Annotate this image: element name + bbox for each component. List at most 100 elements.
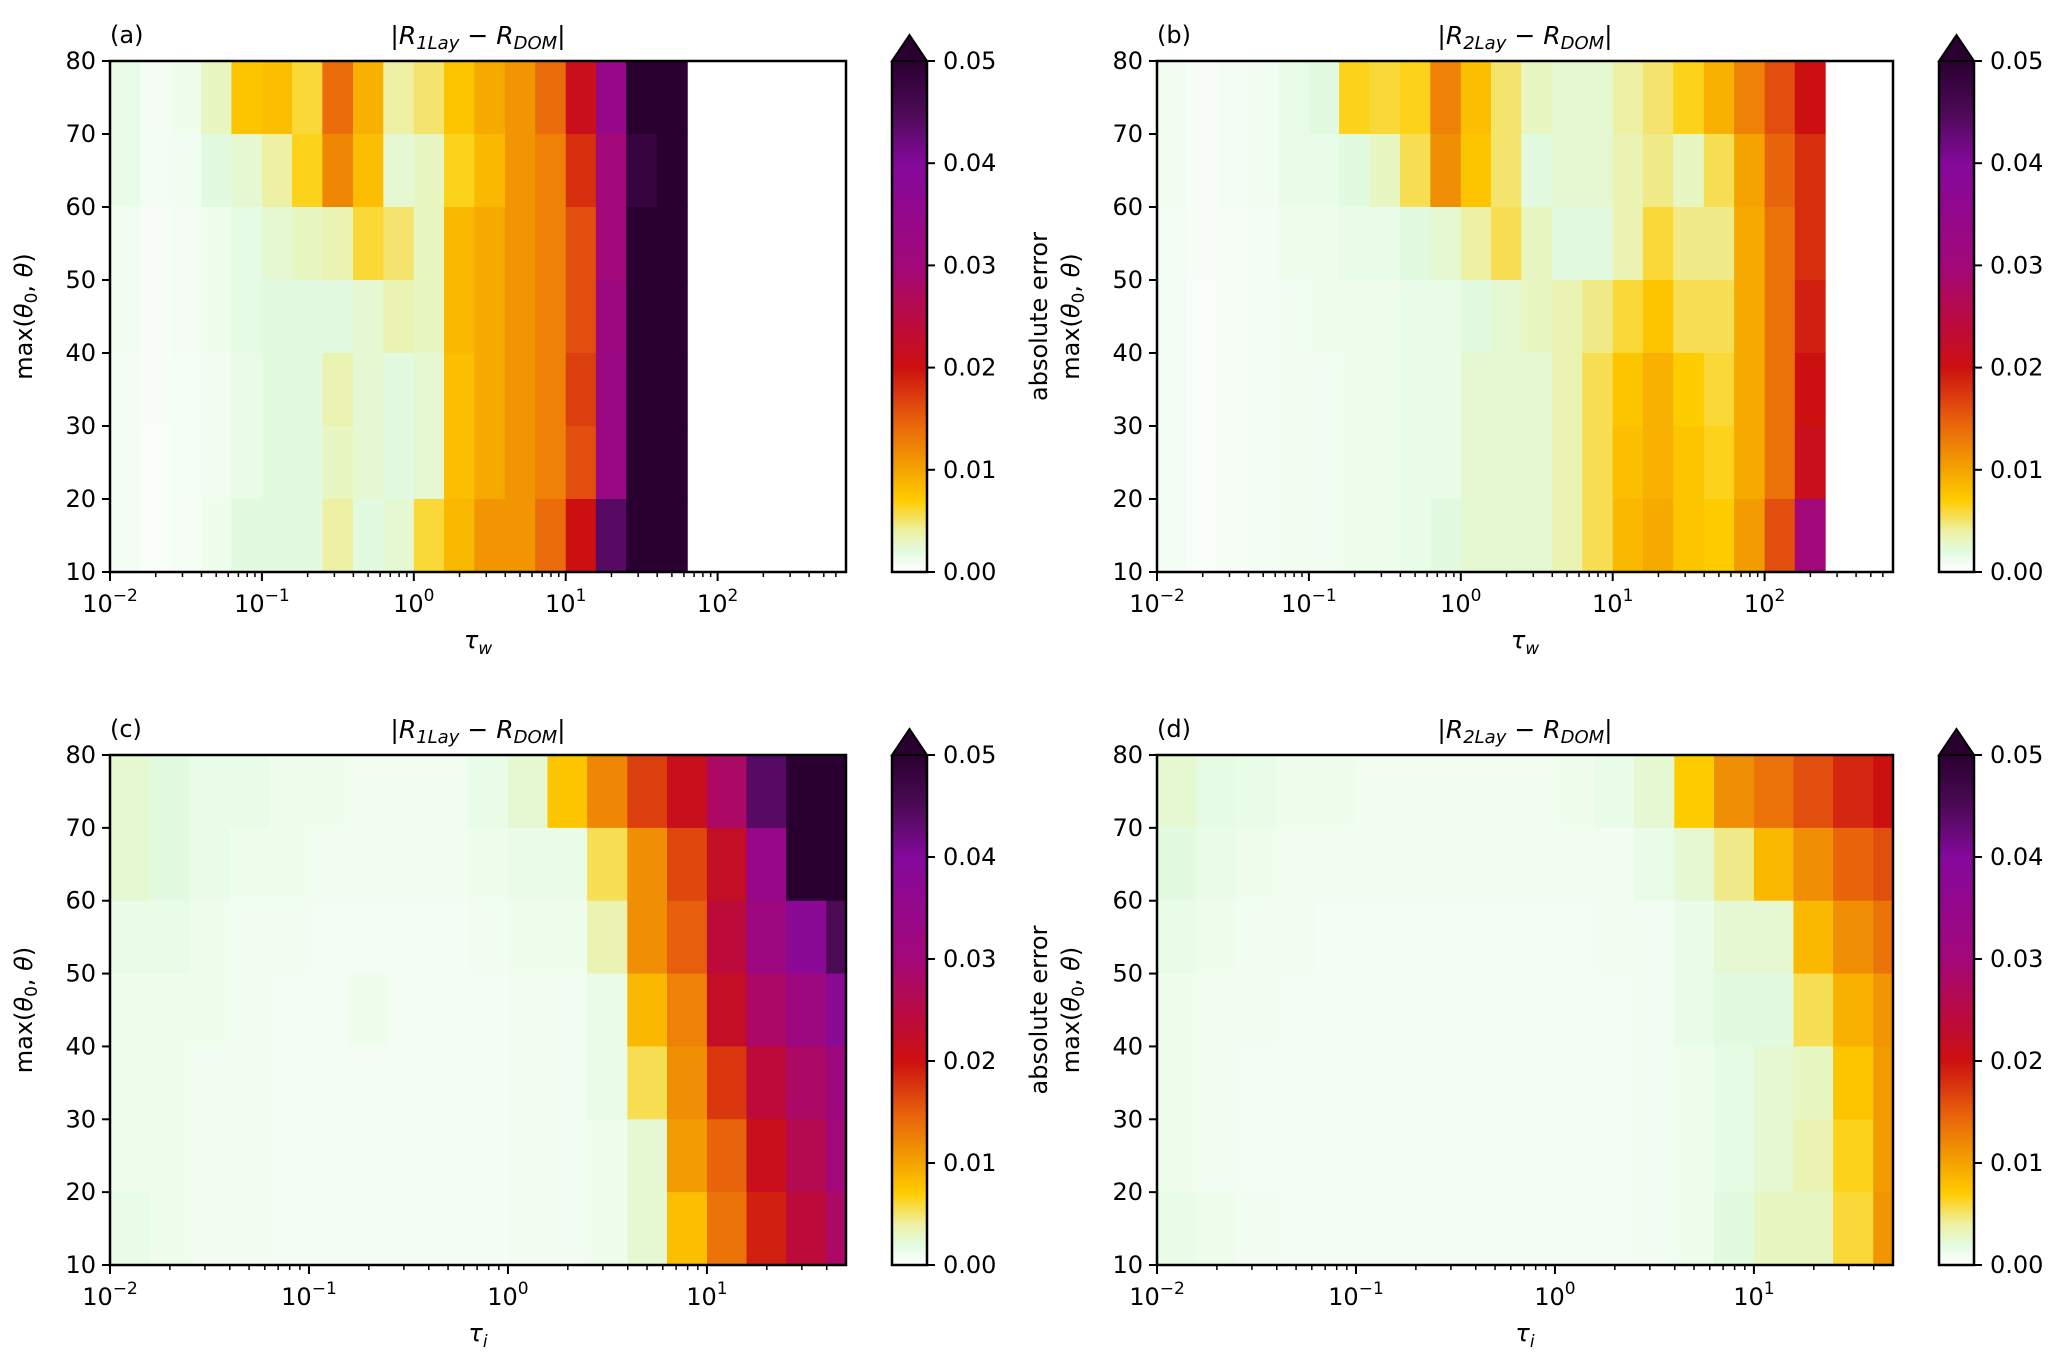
heatmap-cell <box>322 134 354 208</box>
heatmap-cell <box>826 827 847 902</box>
heatmap-cell <box>229 755 270 829</box>
heatmap-cell <box>1582 134 1614 208</box>
heatmap-cell <box>1157 134 1188 208</box>
heatmap-cell <box>1316 973 1357 1048</box>
heatmap-cell <box>1582 207 1614 281</box>
heatmap-cell <box>428 1119 469 1193</box>
heatmap-cell <box>110 755 151 829</box>
panel-title: |R1Lay − RDOM| <box>390 21 565 54</box>
heatmap-cell <box>428 755 469 829</box>
heatmap-cell <box>1703 61 1735 135</box>
heatmap-cell <box>1793 900 1834 975</box>
heatmap-cell <box>595 280 627 354</box>
heatmap-cell <box>149 755 190 829</box>
heatmap-cell <box>413 499 445 573</box>
heatmap-cell <box>1673 426 1705 500</box>
heatmap-cell <box>322 280 354 354</box>
x-axis-label: τw <box>1511 626 1539 659</box>
heatmap-cell <box>443 207 475 281</box>
heatmap-cell <box>353 426 384 500</box>
heatmap-cell <box>1793 755 1834 829</box>
heatmap-cell <box>1369 134 1401 208</box>
heatmap-cell <box>656 499 688 573</box>
heatmap-cell <box>1248 61 1280 135</box>
heatmap-cell <box>1634 827 1675 902</box>
heatmap-cell <box>1554 827 1596 902</box>
heatmap-cell <box>786 1119 827 1193</box>
heatmap-cell <box>1276 1119 1317 1193</box>
y-tick-label: 50 <box>1112 960 1143 988</box>
x-tick-exponent: −1 <box>265 586 290 606</box>
heatmap-cell <box>110 280 141 354</box>
heatmap-cell <box>308 1046 350 1120</box>
y-tick-label: 10 <box>65 558 96 586</box>
heatmap-cell <box>1521 134 1553 208</box>
heatmap-cell <box>1248 353 1280 427</box>
heatmap-cell <box>201 61 233 135</box>
heatmap-cell <box>1515 755 1556 829</box>
heatmap-cell <box>507 900 549 975</box>
heatmap-cell <box>547 900 588 975</box>
heatmap-cell <box>1793 1046 1834 1120</box>
x-tick-exponent: 1 <box>1623 586 1634 606</box>
heatmap-cell <box>1187 353 1219 427</box>
y-tick-label: 80 <box>65 47 96 75</box>
heatmap-cell <box>595 426 627 500</box>
colorbar-fill <box>892 755 927 1265</box>
heatmap-cell <box>826 1119 847 1193</box>
heatmap-cell <box>1554 755 1596 829</box>
heatmap-cell <box>1714 755 1755 829</box>
x-tick-base: 10 <box>1733 1283 1764 1311</box>
heatmap-cell <box>595 61 627 135</box>
heatmap-cell <box>1278 134 1310 208</box>
heatmap-cell <box>504 61 536 135</box>
heatmap-cell <box>1674 1192 1715 1266</box>
heatmap-cell <box>229 900 270 975</box>
heatmap-cell <box>1460 207 1492 281</box>
colorbar-tick-label: 0.02 <box>1990 1047 2043 1075</box>
x-tick-base: 10 <box>82 590 113 618</box>
colorbar-tick-label: 0.03 <box>1990 251 2043 279</box>
colorbar-tick-label: 0.03 <box>1990 945 2043 973</box>
heatmap-cell <box>1634 900 1675 975</box>
y-tick-label: 80 <box>1112 741 1143 769</box>
heatmap-cell <box>474 353 506 427</box>
heatmap-cell <box>1248 280 1280 354</box>
heatmap-cell <box>504 280 536 354</box>
heatmap-cell <box>292 426 323 500</box>
heatmap-cell <box>308 1119 350 1193</box>
heatmap-cell <box>535 280 567 354</box>
y-tick-label: 30 <box>65 412 96 440</box>
heatmap-cell <box>667 973 708 1048</box>
heatmap-cell <box>504 207 536 281</box>
heatmap-cell <box>1435 755 1476 829</box>
y-tick-label: 50 <box>65 960 96 988</box>
heatmap-cell <box>1369 207 1401 281</box>
heatmap-cell <box>1490 207 1522 281</box>
colorbar-frame <box>1937 61 1976 574</box>
heatmap-cell <box>1278 426 1310 500</box>
colorbar-fill <box>892 61 927 572</box>
heatmap-cell <box>1355 755 1397 829</box>
heatmap-cell <box>1157 353 1188 427</box>
heatmap-cell <box>656 280 688 354</box>
heatmap-cell <box>1674 1046 1715 1120</box>
heatmap-cell <box>1714 1119 1755 1193</box>
heatmap-cell <box>468 900 509 975</box>
heatmap-cell <box>565 280 597 354</box>
heatmap-cell <box>507 973 549 1048</box>
x-tick-label: 100 <box>393 586 434 618</box>
heatmap-cell <box>626 426 658 500</box>
heatmap-cell <box>292 207 323 281</box>
heatmap-cell <box>706 1046 748 1120</box>
heatmap-cell <box>149 900 190 975</box>
heatmap-cell <box>565 207 597 281</box>
heatmap-cell <box>504 353 536 427</box>
heatmap-cell <box>1430 353 1462 427</box>
heatmap-cell <box>1217 499 1249 573</box>
x-axis-label: τw <box>464 626 492 659</box>
heatmap-cell <box>1642 61 1674 135</box>
heatmap-cell <box>388 755 429 829</box>
